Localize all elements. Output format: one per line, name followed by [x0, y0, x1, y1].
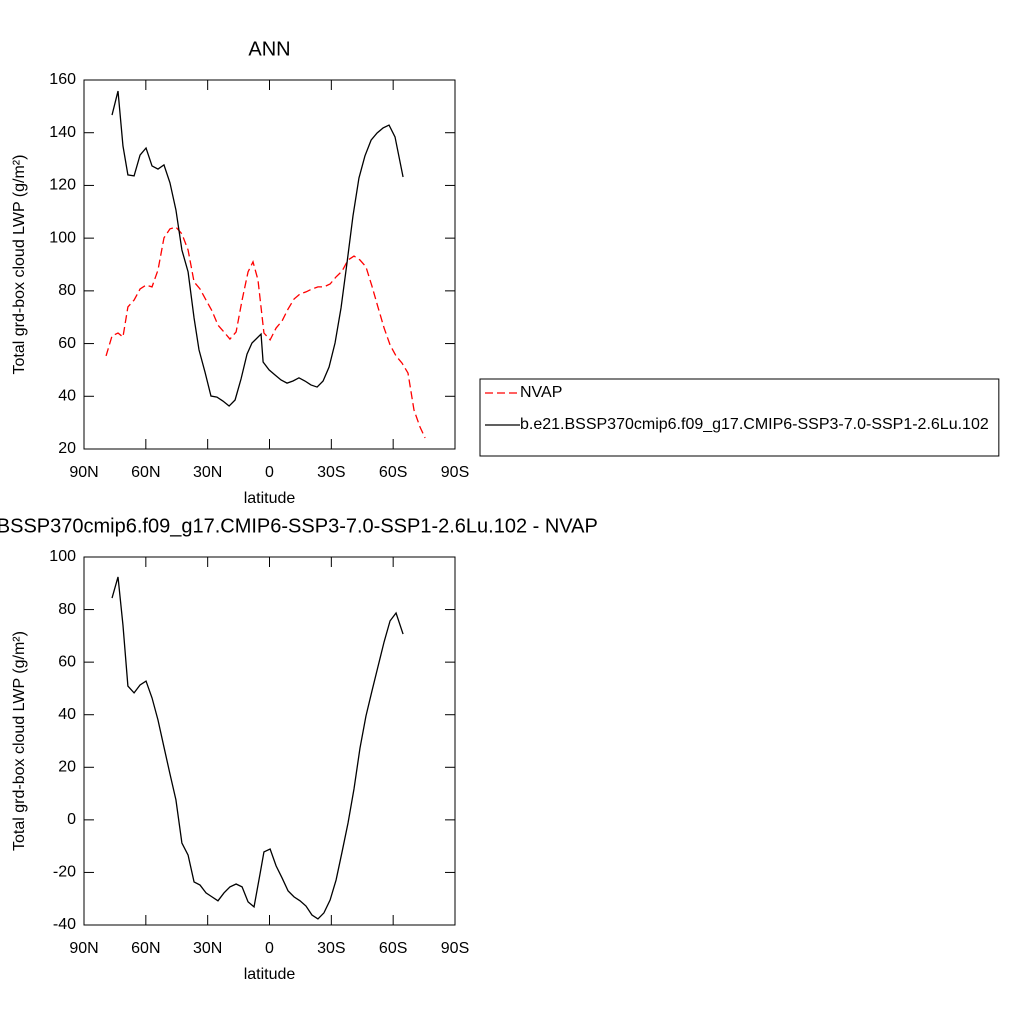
y-tick-label: 140: [49, 124, 76, 141]
y-tick-label: 40: [58, 706, 76, 723]
x-tick-label: 60S: [379, 464, 407, 481]
y-tick-label: 80: [58, 601, 76, 618]
y-tick-label: 0: [67, 811, 76, 828]
plot-frame: [83, 556, 456, 926]
y-tick-label: 120: [49, 177, 76, 194]
chart-title: ANN: [248, 38, 290, 60]
plot-frame: [83, 79, 456, 450]
y-tick-label: 20: [58, 759, 76, 776]
legend-label: NVAP: [520, 384, 562, 401]
y-tick-label: 100: [49, 548, 76, 565]
y-tick-label: 80: [58, 282, 76, 299]
y-tick-label: 60: [58, 653, 76, 670]
x-tick-label: 60S: [379, 940, 407, 957]
data-line: [111, 90, 404, 407]
x-axis-label: latitude: [244, 966, 296, 983]
x-tick-label: 30S: [317, 940, 345, 957]
x-tick-label: 30N: [193, 940, 222, 957]
x-tick-label: 0: [265, 940, 274, 957]
legend: NVAP b.e21.BSSP370cmip6.f09_g17.CMIP6-SSP…: [479, 378, 1000, 457]
legend-frame: [479, 378, 1000, 457]
x-axis-label: latitude: [244, 490, 296, 507]
y-tick-label: 160: [49, 71, 76, 88]
legend-label: b.e21.BSSP370cmip6.f09_g17.CMIP6-SSP3-7.…: [520, 416, 989, 433]
x-tick-label: 0: [265, 464, 274, 481]
chart-title: b.e21.BSSP370cmip6.f09_g17.CMIP6-SSP3-7.…: [0, 515, 598, 537]
x-tick-label: 30N: [193, 464, 222, 481]
y-tick-label: -20: [53, 864, 76, 881]
y-tick-label: 100: [49, 229, 76, 246]
y-axis-label: Total grd-box cloud LWP (g/m²): [11, 155, 28, 375]
y-tick-label: 60: [58, 335, 76, 352]
y-tick-label: -40: [53, 916, 76, 933]
y-tick-label: 20: [58, 440, 76, 457]
x-tick-label: 90N: [69, 940, 98, 957]
x-tick-label: 60N: [131, 464, 160, 481]
data-line: [105, 226, 426, 439]
x-tick-label: 30S: [317, 464, 345, 481]
x-tick-label: 90S: [441, 940, 469, 957]
x-tick-label: 60N: [131, 940, 160, 957]
x-tick-label: 90N: [69, 464, 98, 481]
x-tick-label: 90S: [441, 464, 469, 481]
y-axis-label: Total grd-box cloud LWP (g/m²): [11, 631, 28, 851]
y-tick-label: 40: [58, 388, 76, 405]
data-line: [111, 576, 404, 920]
